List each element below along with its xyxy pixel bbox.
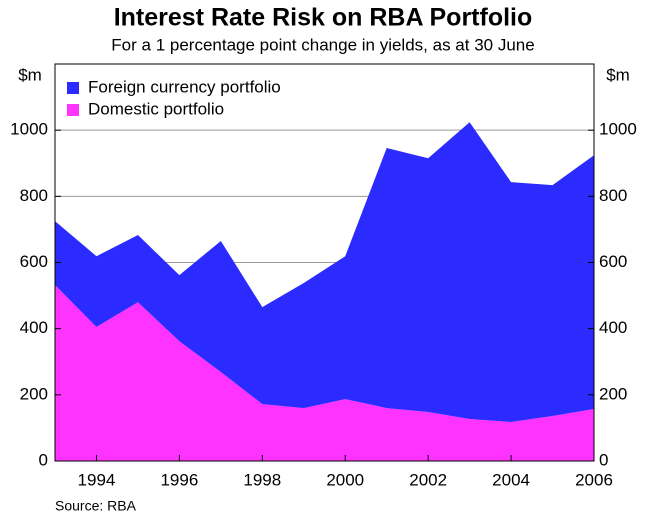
y2-tick-label: 400 [599, 318, 627, 337]
y-tick-label: 400 [20, 318, 48, 337]
source-note: Source: RBA [55, 498, 137, 514]
y2-tick-label: 600 [599, 252, 627, 271]
y-tick-label: 800 [20, 186, 48, 205]
y-tick-label: 0 [39, 450, 48, 469]
y-axis-label: $m [18, 65, 42, 84]
area [55, 122, 594, 422]
legend-swatch [67, 82, 79, 94]
y-tick-label: 1000 [10, 120, 48, 139]
x-tick-label: 2006 [575, 470, 613, 489]
chart-title: Interest Rate Risk on RBA Portfolio [114, 4, 533, 32]
area [55, 284, 594, 461]
y2-tick-label: 800 [599, 186, 627, 205]
legend-label: Foreign currency portfolio [88, 77, 281, 96]
chart-subtitle: For a 1 percentage point change in yield… [111, 35, 534, 54]
x-tick-label: 1996 [160, 470, 198, 489]
x-tick-label: 2000 [326, 470, 364, 489]
y2-axis-label: $m [606, 65, 630, 84]
y2-tick-label: 1000 [599, 120, 637, 139]
y-tick-label: 200 [20, 384, 48, 403]
y2-tick-label: 0 [599, 450, 608, 469]
y2-tick-label: 200 [599, 384, 627, 403]
y-tick-label: 600 [20, 252, 48, 271]
legend-swatch [67, 104, 79, 116]
x-tick-label: 2004 [492, 470, 530, 489]
x-tick-label: 2002 [409, 470, 447, 489]
x-tick-label: 1998 [243, 470, 281, 489]
legend-label: Domestic portfolio [88, 99, 224, 118]
x-tick-label: 1994 [78, 470, 116, 489]
